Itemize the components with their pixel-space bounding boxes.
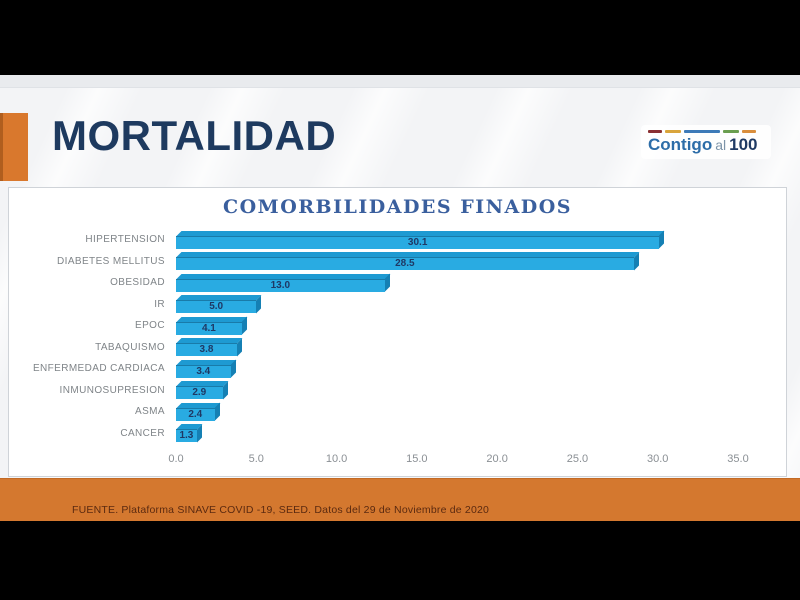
chart-row: IR 5.0: [9, 294, 786, 316]
bar-tabaquismo: 3.8: [176, 343, 238, 356]
chart-row: ENFERMEDAD CARDIACA 3.4: [9, 358, 786, 380]
x-axis-tick-label: 35.0: [727, 453, 749, 465]
x-axis-tick-label: 30.0: [646, 453, 669, 465]
bar-inmunosupresion: 2.9: [176, 386, 223, 399]
player-strip: [0, 75, 800, 88]
logo-dashes: [648, 130, 764, 133]
source-text: FUENTE. Plataforma SINAVE COVID -19, SEE…: [72, 504, 490, 516]
logo-word-contigo: Contigo: [648, 135, 713, 154]
bar-track: 3.8: [176, 337, 738, 359]
category-label: INMUNOSUPRESION: [59, 384, 165, 396]
bar-value-label: 13.0: [270, 279, 291, 291]
category-label: OBESIDAD: [110, 277, 165, 289]
bar-chart-panel: COMORBILIDADES FINADOS HIPERTENSION 30.1 D…: [8, 187, 787, 477]
page-title: MORTALIDAD: [52, 112, 337, 159]
bar-track: 2.4: [176, 401, 738, 423]
chart-plot-area: HIPERTENSION 30.1 DIABETES MELLITUS 28.5 OBE…: [9, 229, 786, 444]
chart-row: DIABETES MELLITUS 28.5: [9, 251, 786, 273]
bar-ir: 5.0: [176, 300, 257, 313]
logo-text: Contigo al 100: [648, 135, 764, 155]
bar-obesidad: 13.0: [176, 278, 385, 292]
chart-row: TABAQUISMO 3.8: [9, 337, 786, 359]
chart-row: CANCER 1.3: [9, 423, 786, 445]
bar-track: 13.0: [176, 272, 738, 294]
x-axis-tick-label: 15.0: [406, 453, 428, 465]
logo-word-al: al: [715, 137, 727, 153]
letterbox-top: [0, 0, 800, 75]
category-label: HIPERTENSION: [85, 234, 165, 246]
bar-diabetes-mellitus: 28.5: [176, 257, 634, 270]
bar-value-label: 2.4: [188, 408, 203, 420]
bar-track: 3.4: [176, 358, 738, 380]
logo-dash: [684, 130, 720, 133]
x-axis-tick-label: 0.0: [168, 453, 184, 465]
bar-value-label: 3.4: [196, 365, 211, 377]
bar-asma: 2.4: [176, 407, 215, 421]
logo-dash: [648, 130, 662, 133]
contigo-al-100-logo: Contigo al 100: [641, 125, 771, 159]
x-axis: 0.0 5.0 10.0 15.0 20.0 25.0 30.0 35.0: [168, 450, 748, 472]
letterbox-bottom: [0, 521, 800, 600]
chart-row: HIPERTENSION 30.1: [9, 229, 786, 251]
logo-dash: [723, 130, 739, 133]
bar-hipertension: 30.1: [176, 235, 660, 249]
bar-track: 1.3: [176, 423, 738, 445]
bar-value-label: 2.9: [192, 387, 207, 398]
bar-enfermedad-cardiaca: 3.4: [176, 364, 231, 378]
chart-row: ASMA 2.4: [9, 401, 786, 423]
bar-cancer: 1.3: [176, 429, 197, 442]
chart-row: OBESIDAD 13.0: [9, 272, 786, 294]
category-label: ASMA: [135, 406, 165, 418]
bar-value-label: 28.5: [395, 258, 415, 269]
bar-track: 2.9: [176, 380, 738, 402]
bar-track: 5.0: [176, 294, 738, 316]
chart-title: COMORBILIDADES FINADOS: [223, 196, 572, 218]
category-label: ENFERMEDAD CARDIACA: [32, 363, 165, 375]
category-label: TABAQUISMO: [95, 341, 165, 353]
category-label: CANCER: [120, 427, 165, 439]
x-axis-tick-label: 25.0: [566, 453, 589, 465]
category-label: EPOC: [135, 320, 165, 332]
x-axis-tick-label: 10.0: [325, 453, 348, 465]
chart-row: INMUNOSUPRESION 2.9: [9, 380, 786, 402]
bar-value-label: 3.8: [199, 344, 214, 355]
bar-value-label: 1.3: [179, 430, 194, 441]
x-axis-tick-label: 20.0: [486, 453, 508, 465]
bar-value-label: 30.1: [407, 236, 428, 248]
bar-value-label: 5.0: [209, 301, 224, 312]
slide-footer-band: FUENTE. Plataforma SINAVE COVID -19, SEE…: [0, 478, 800, 521]
orange-accent-block: [0, 113, 28, 181]
chart-row: EPOC 4.1: [9, 315, 786, 337]
bar-track: 30.1: [176, 229, 738, 251]
bar-track: 4.1: [176, 315, 738, 337]
slide: MORTALIDAD Contigo al 100 COMORBILIDADES…: [0, 88, 800, 521]
x-axis-tick-label: 5.0: [248, 453, 264, 465]
bar-track: 28.5: [176, 251, 738, 273]
bar-value-label: 4.1: [201, 322, 216, 334]
logo-dash: [665, 130, 681, 133]
bar-epoc: 4.1: [176, 321, 242, 335]
logo-word-100: 100: [729, 135, 758, 154]
category-label: DIABETES MELLITUS: [57, 255, 165, 267]
category-label: IR: [154, 298, 165, 310]
logo-dash: [742, 130, 756, 133]
